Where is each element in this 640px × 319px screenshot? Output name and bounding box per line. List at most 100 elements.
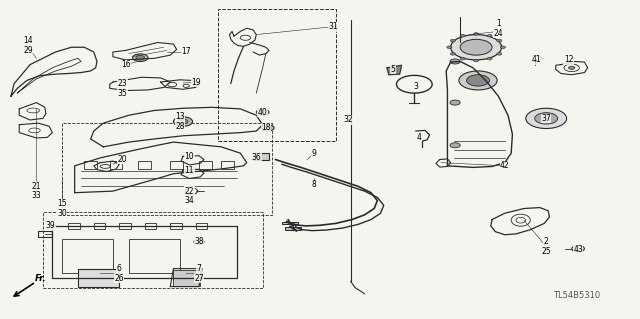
Circle shape [460, 34, 465, 37]
Text: 26: 26 [115, 274, 124, 283]
Bar [285, 227, 301, 230]
Circle shape [568, 66, 575, 69]
Text: 40: 40 [258, 108, 268, 116]
Circle shape [460, 57, 465, 60]
Bar [221, 161, 234, 169]
Text: 36: 36 [252, 153, 261, 162]
Text: 21: 21 [32, 182, 41, 191]
Circle shape [264, 126, 271, 130]
Circle shape [194, 239, 204, 244]
Circle shape [474, 59, 479, 62]
Circle shape [487, 57, 492, 60]
Text: 16: 16 [121, 60, 131, 69]
Bar [62, 239, 113, 273]
Circle shape [450, 100, 460, 105]
Circle shape [487, 34, 492, 37]
Text: 19: 19 [191, 78, 200, 86]
Text: 34: 34 [184, 196, 195, 205]
Text: 8: 8 [311, 180, 316, 189]
Circle shape [261, 125, 274, 131]
Circle shape [178, 119, 188, 124]
Circle shape [460, 39, 492, 55]
Circle shape [450, 59, 460, 64]
Bar [109, 161, 122, 169]
Text: 7: 7 [196, 264, 202, 273]
Text: 20: 20 [118, 155, 127, 164]
Bar [218, 9, 336, 141]
Text: 2: 2 [544, 237, 548, 246]
Text: 25: 25 [541, 247, 551, 256]
Text: 28: 28 [175, 122, 184, 131]
Circle shape [467, 75, 490, 86]
Text: 6: 6 [117, 264, 122, 273]
Circle shape [497, 53, 502, 55]
Text: 32: 32 [344, 115, 353, 124]
Bar [38, 231, 52, 237]
Bar [138, 161, 151, 169]
Circle shape [451, 39, 456, 42]
Text: 9: 9 [311, 149, 316, 158]
Bar [170, 161, 183, 169]
Text: 29: 29 [23, 46, 33, 55]
Circle shape [572, 246, 584, 252]
Circle shape [256, 109, 269, 115]
Bar [173, 270, 200, 286]
Circle shape [451, 53, 456, 55]
Text: 38: 38 [194, 237, 204, 246]
Text: 43: 43 [573, 245, 583, 254]
Bar [94, 223, 105, 229]
Text: 17: 17 [181, 48, 191, 56]
Circle shape [132, 54, 148, 62]
Polygon shape [387, 65, 401, 75]
Text: 1: 1 [496, 19, 500, 28]
Text: 10: 10 [184, 152, 194, 161]
Text: 42: 42 [500, 161, 509, 170]
Bar [129, 239, 180, 273]
Text: 30: 30 [57, 209, 67, 218]
Circle shape [447, 46, 452, 48]
Circle shape [451, 34, 502, 60]
Text: 23: 23 [118, 79, 127, 88]
Circle shape [459, 71, 497, 90]
Text: 41: 41 [532, 56, 541, 64]
Text: 27: 27 [194, 274, 204, 283]
Bar [119, 223, 131, 229]
Text: 4: 4 [417, 133, 421, 142]
Text: 22: 22 [184, 187, 194, 196]
Bar [170, 223, 182, 229]
Circle shape [173, 117, 193, 126]
Bar [78, 269, 119, 286]
Bar [199, 161, 212, 169]
Bar [196, 223, 207, 229]
Circle shape [535, 113, 557, 124]
Text: 31: 31 [328, 22, 337, 31]
Text: 24: 24 [493, 28, 503, 38]
Circle shape [474, 33, 479, 35]
Text: TL54B5310: TL54B5310 [552, 291, 600, 300]
Text: 39: 39 [45, 221, 55, 230]
Bar [253, 153, 269, 160]
Bar [43, 212, 262, 287]
Bar [145, 223, 156, 229]
Bar [62, 123, 272, 215]
Bar [84, 161, 97, 169]
Text: Fr.: Fr. [35, 274, 46, 284]
Bar [282, 222, 298, 224]
Text: 13: 13 [175, 112, 184, 121]
Circle shape [497, 39, 502, 42]
Text: 35: 35 [118, 89, 127, 98]
Circle shape [526, 108, 566, 129]
Text: 14: 14 [23, 36, 33, 45]
Circle shape [450, 143, 460, 148]
Text: 18: 18 [261, 123, 271, 132]
Text: 3: 3 [413, 82, 418, 91]
Text: 11: 11 [184, 166, 194, 175]
Text: 12: 12 [564, 56, 573, 64]
Text: 5: 5 [391, 65, 396, 74]
Text: 37: 37 [541, 114, 551, 123]
Circle shape [500, 46, 506, 48]
Text: 15: 15 [57, 199, 67, 208]
Bar [68, 223, 80, 229]
Circle shape [136, 56, 145, 60]
Text: 33: 33 [31, 191, 42, 200]
